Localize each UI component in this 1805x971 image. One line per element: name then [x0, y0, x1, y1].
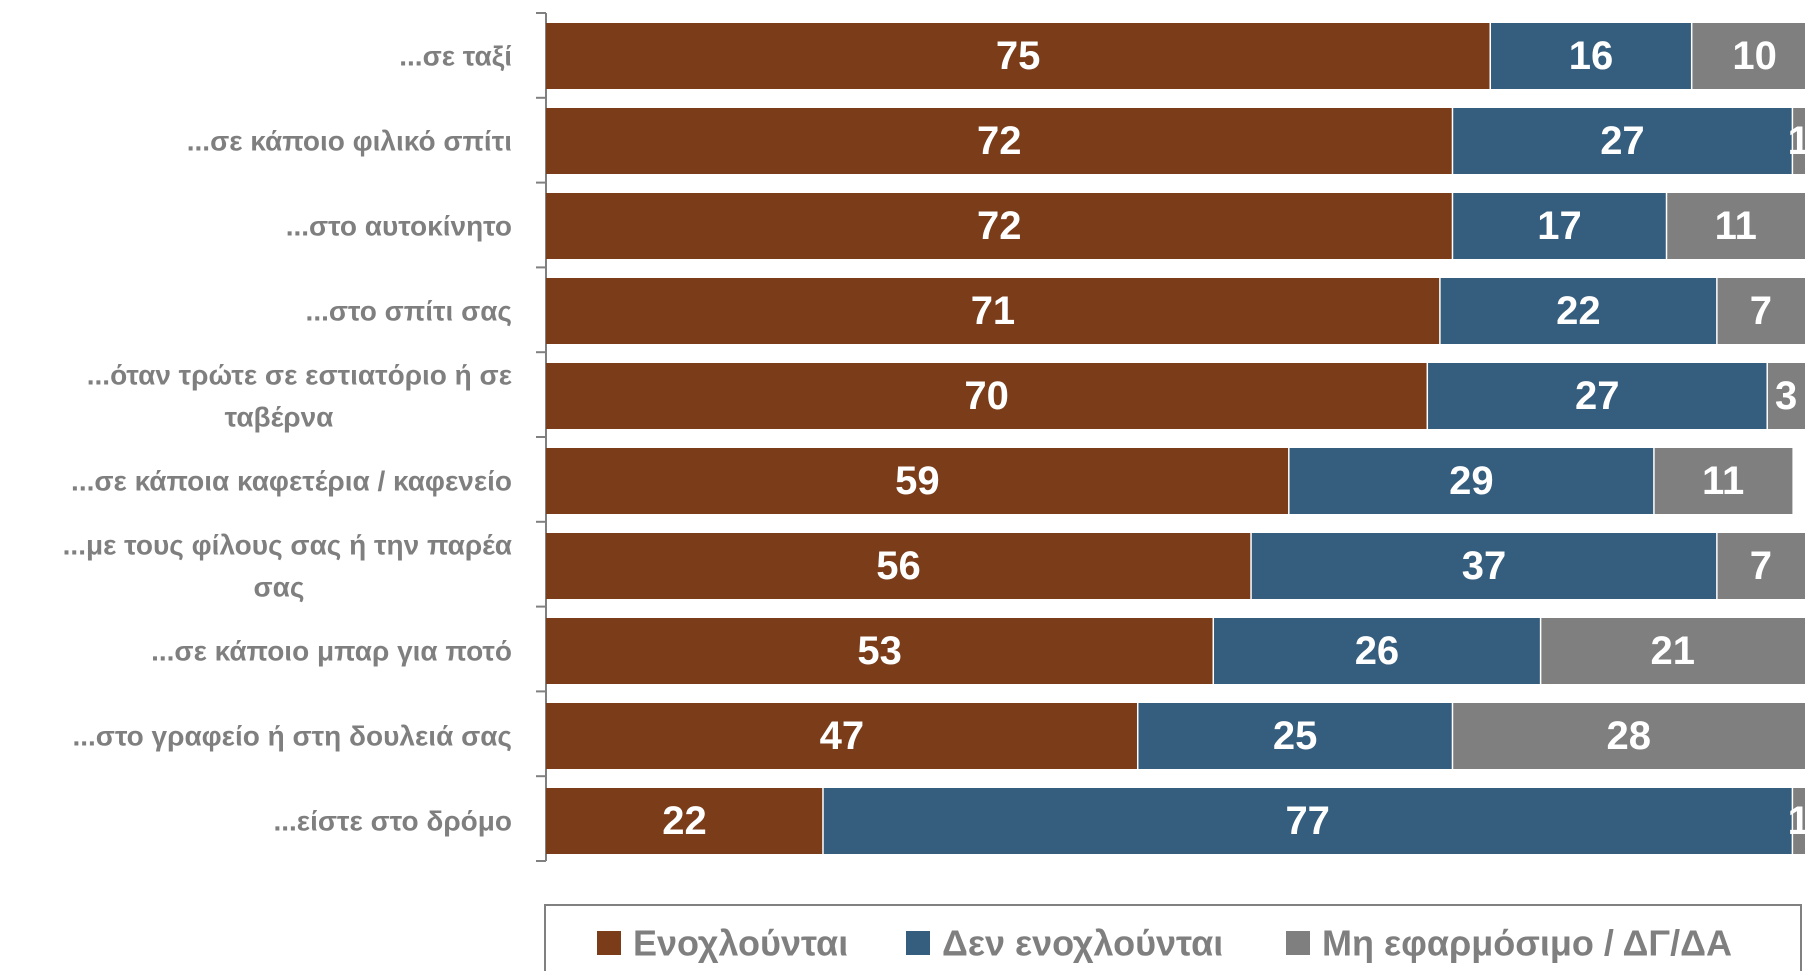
bar-segment — [1288, 448, 1654, 514]
bar-segment — [1452, 108, 1793, 174]
category-label: ταβέρνα — [225, 402, 334, 433]
data-label: 53 — [857, 629, 902, 673]
data-label: 29 — [1449, 459, 1494, 503]
bar-segment — [546, 193, 1453, 259]
data-label: 17 — [1537, 204, 1582, 248]
data-label: 28 — [1606, 714, 1651, 758]
data-label: 59 — [895, 459, 940, 503]
data-label: 22 — [1556, 289, 1601, 333]
data-label: 70 — [964, 374, 1009, 418]
data-label: 22 — [662, 799, 707, 843]
bar-segment — [1653, 448, 1793, 514]
legend: Ενοχλούνται Δεν ενοχλούνται Μη εφαρμόσιμο … — [544, 904, 1802, 971]
bar-segment — [1540, 618, 1805, 684]
data-label: 26 — [1355, 629, 1400, 673]
bar-segment — [546, 703, 1138, 769]
data-label: 11 — [1715, 204, 1757, 248]
data-label: 7 — [1750, 544, 1772, 588]
data-label: 75 — [996, 34, 1041, 78]
category-label: ...σε κάποια καφετέρια / καφενείο — [71, 466, 512, 497]
bar-segment — [1251, 533, 1717, 599]
bar-segment — [1490, 23, 1692, 89]
bars-layer — [546, 23, 1805, 854]
bar-segment — [1452, 703, 1805, 769]
bar-segment — [546, 278, 1440, 344]
category-label: ...στο γραφείο ή στη δουλειά σας — [72, 721, 512, 752]
data-label: 3 — [1775, 374, 1797, 418]
category-label: ...σε ταξί — [399, 41, 512, 72]
legend-label: Ενοχλούνται — [633, 923, 848, 964]
legend-label: Μη εφαρμόσιμο / ΔΓ/ΔΑ — [1322, 923, 1732, 964]
legend-swatch — [906, 931, 930, 955]
legend-swatch — [1286, 931, 1310, 955]
legend-label: Δεν ενοχλούνται — [942, 923, 1223, 964]
bar-segment — [1427, 363, 1768, 429]
legend-box — [544, 904, 1802, 971]
bar-segment — [1213, 618, 1541, 684]
category-label: ...στο αυτοκίνητο — [286, 211, 512, 242]
category-label: σας — [254, 572, 305, 603]
bar-segment — [1716, 533, 1805, 599]
bar-segment — [546, 448, 1289, 514]
data-label: 11 — [1702, 459, 1744, 503]
bar-segment — [1666, 193, 1805, 259]
category-label: ...σε κάποιο μπαρ για ποτό — [151, 636, 512, 667]
legend-swatch — [597, 931, 621, 955]
category-label: ...με τους φίλους σας ή την παρέα — [63, 530, 512, 561]
data-label: 21 — [1651, 629, 1696, 673]
data-label: 71 — [971, 289, 1016, 333]
category-label: ...είστε στο δρόμο — [273, 806, 512, 837]
bar-segment — [546, 788, 823, 854]
bar-segment — [1137, 703, 1453, 769]
data-label: 1 — [1788, 799, 1805, 843]
category-label: ...όταν τρώτε σε εστιατόριο ή σε — [87, 360, 512, 391]
data-label: 10 — [1732, 34, 1777, 78]
bar-segment — [1439, 278, 1717, 344]
data-label: 16 — [1569, 34, 1614, 78]
bar-segment — [1691, 23, 1805, 89]
data-label: 25 — [1273, 714, 1318, 758]
bar-segment — [1767, 363, 1805, 429]
bar-segment — [546, 23, 1491, 89]
data-label: 56 — [876, 544, 921, 588]
bar-segment — [822, 788, 1793, 854]
bar-segment — [1792, 788, 1805, 854]
bar-segment — [546, 108, 1453, 174]
axis-layer — [536, 12, 547, 862]
data-label: 37 — [1462, 544, 1507, 588]
data-label: 72 — [977, 204, 1022, 248]
bar-segment — [1716, 278, 1805, 344]
data-label: 72 — [977, 119, 1022, 163]
bar-segment — [546, 533, 1252, 599]
bar-segment — [546, 363, 1428, 429]
bar-segment — [546, 618, 1214, 684]
bar-segment — [1792, 108, 1805, 174]
data-label: 77 — [1285, 799, 1330, 843]
category-label: ...σε κάποιο φιλικό σπίτι — [187, 126, 512, 157]
data-label: 7 — [1750, 289, 1772, 333]
data-label: 47 — [820, 714, 865, 758]
data-label: 27 — [1600, 119, 1645, 163]
bar-segment — [1452, 193, 1667, 259]
data-label: 1 — [1788, 119, 1805, 163]
data-label: 27 — [1575, 374, 1620, 418]
category-label: ...στο σπίτι σας — [306, 296, 512, 327]
